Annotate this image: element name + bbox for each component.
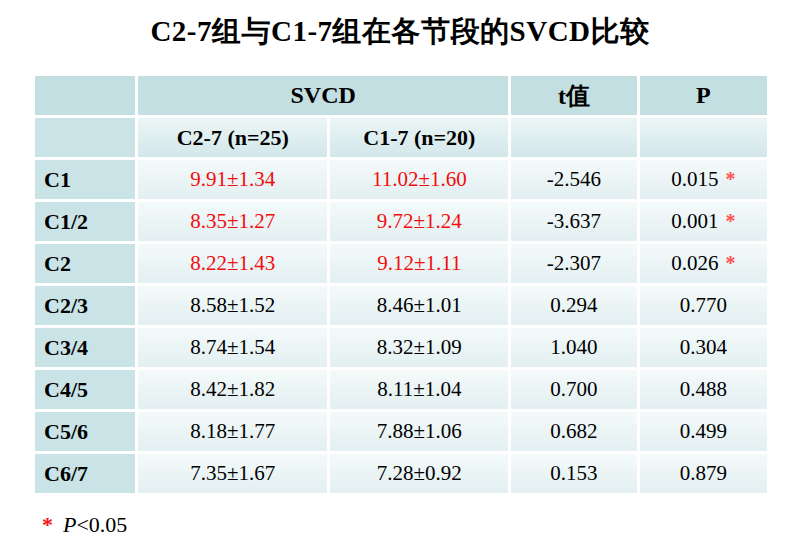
p-value-cell: 0.770 <box>640 286 767 325</box>
row-label-cell: C3/4 <box>35 328 135 367</box>
group2-value-cell: 9.72±1.24 <box>330 202 508 241</box>
t-value-cell: 1.040 <box>511 328 636 367</box>
row-label-cell: C2/3 <box>35 286 135 325</box>
group1-header-cell: C2-7 (n=25) <box>138 118 327 157</box>
row-label-cell: C1 <box>35 160 135 199</box>
table-header: SVCD t值 P C2-7 (n=25) C1-7 (n=20) <box>35 76 767 157</box>
row-label-cell: C2 <box>35 244 135 283</box>
p-value-cell: 0.499 <box>640 412 767 451</box>
t-value-cell: 0.700 <box>511 370 636 409</box>
t-value-cell: 0.294 <box>511 286 636 325</box>
table-body: C19.91±1.3411.02±1.60-2.5460.015*C1/28.3… <box>35 160 767 493</box>
p-threshold: <0.05 <box>76 512 127 537</box>
p-value-cell: 0.304 <box>640 328 767 367</box>
subheader-row: C2-7 (n=25) C1-7 (n=20) <box>35 118 767 157</box>
t-value-header-cell: t值 <box>511 76 636 115</box>
significance-asterisk: * <box>725 210 735 232</box>
row-label-cell: C6/7 <box>35 454 135 493</box>
group1-value-cell: 8.22±1.43 <box>138 244 327 283</box>
t-value-cell: -2.546 <box>511 160 636 199</box>
group1-value-cell: 8.58±1.52 <box>138 286 327 325</box>
svcd-header-cell: SVCD <box>138 76 508 115</box>
p-symbol: P <box>63 512 76 537</box>
t-value-cell: -3.637 <box>511 202 636 241</box>
group2-value-cell: 7.88±1.06 <box>330 412 508 451</box>
header-row: SVCD t值 P <box>35 76 767 115</box>
group2-value-cell: 7.28±0.92 <box>330 454 508 493</box>
group1-value-cell: 8.35±1.27 <box>138 202 327 241</box>
table-row: C6/77.35±1.677.28±0.920.1530.879 <box>35 454 767 493</box>
table-row: C2/38.58±1.528.46±1.010.2940.770 <box>35 286 767 325</box>
subheader-t-empty-cell <box>511 118 636 157</box>
table-row: C5/68.18±1.777.88±1.060.6820.499 <box>35 412 767 451</box>
table-row: C4/58.42±1.828.11±1.040.7000.488 <box>35 370 767 409</box>
group1-value-cell: 9.91±1.34 <box>138 160 327 199</box>
svcd-comparison-table: SVCD t值 P C2-7 (n=25) C1-7 (n=20) C19.91… <box>32 73 770 496</box>
row-label-cell: C5/6 <box>35 412 135 451</box>
p-value-cell: 0.015* <box>640 160 767 199</box>
group2-value-cell: 8.32±1.09 <box>330 328 508 367</box>
significance-asterisk: * <box>725 252 735 274</box>
t-value-cell: -2.307 <box>511 244 636 283</box>
corner-cell <box>35 76 135 115</box>
asterisk-marker: * <box>42 512 53 537</box>
subheader-corner-cell <box>35 118 135 157</box>
group1-value-cell: 8.42±1.82 <box>138 370 327 409</box>
group2-header-cell: C1-7 (n=20) <box>330 118 508 157</box>
group1-value-cell: 8.18±1.77 <box>138 412 327 451</box>
subheader-p-empty-cell <box>640 118 767 157</box>
group2-value-cell: 8.11±1.04 <box>330 370 508 409</box>
p-value-cell: 0.879 <box>640 454 767 493</box>
group1-value-cell: 7.35±1.67 <box>138 454 327 493</box>
table-row: C19.91±1.3411.02±1.60-2.5460.015* <box>35 160 767 199</box>
page-title: C2-7组与C1-7组在各节段的SVCD比较 <box>0 12 800 52</box>
row-label-cell: C4/5 <box>35 370 135 409</box>
slide: C2-7组与C1-7组在各节段的SVCD比较 SVCD t值 P C2-7 (n… <box>0 12 800 548</box>
row-label-cell: C1/2 <box>35 202 135 241</box>
table-row: C1/28.35±1.279.72±1.24-3.6370.001* <box>35 202 767 241</box>
group2-value-cell: 11.02±1.60 <box>330 160 508 199</box>
group2-value-cell: 8.46±1.01 <box>330 286 508 325</box>
t-value-cell: 0.153 <box>511 454 636 493</box>
p-header-cell: P <box>640 76 767 115</box>
table-row: C3/48.74±1.548.32±1.091.0400.304 <box>35 328 767 367</box>
table-row: C28.22±1.439.12±1.11-2.3070.026* <box>35 244 767 283</box>
p-value-cell: 0.026* <box>640 244 767 283</box>
significance-footnote: * P<0.05 <box>42 512 800 538</box>
group1-value-cell: 8.74±1.54 <box>138 328 327 367</box>
t-value-cell: 0.682 <box>511 412 636 451</box>
significance-asterisk: * <box>725 168 735 190</box>
p-value-cell: 0.001* <box>640 202 767 241</box>
group2-value-cell: 9.12±1.11 <box>330 244 508 283</box>
p-value-cell: 0.488 <box>640 370 767 409</box>
